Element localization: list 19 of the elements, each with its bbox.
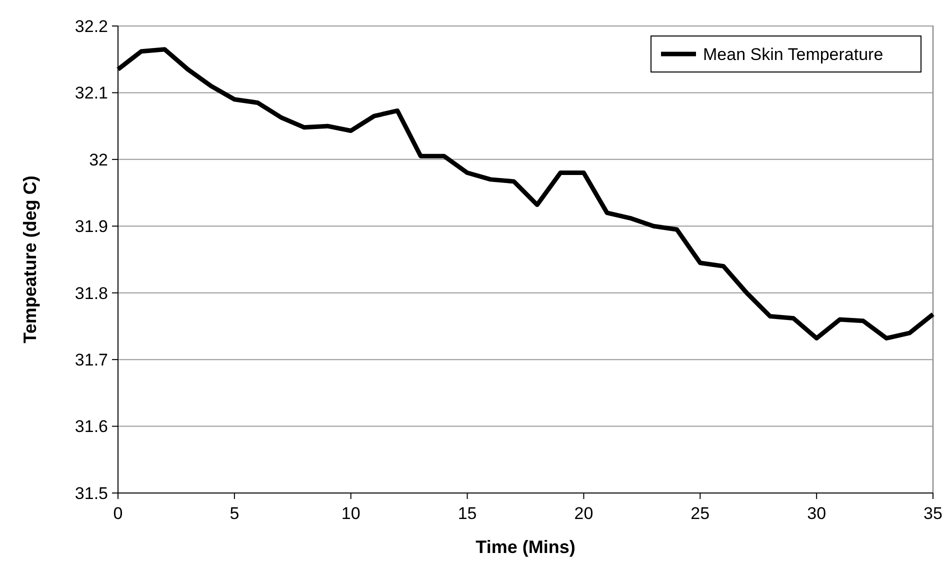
x-tick-label: 0 bbox=[113, 504, 123, 523]
x-tick-label: 15 bbox=[458, 504, 477, 523]
y-tick-label: 31.6 bbox=[74, 417, 108, 436]
y-tick-label: 31.7 bbox=[74, 350, 108, 370]
y-tick-label: 31.8 bbox=[74, 284, 108, 303]
x-tick-label: 5 bbox=[230, 504, 240, 523]
y-tick-label: 32 bbox=[89, 150, 108, 170]
x-tick-label: 20 bbox=[574, 504, 594, 523]
x-tick-label: 35 bbox=[924, 504, 942, 523]
legend-label: Mean Skin Temperature bbox=[703, 44, 884, 64]
y-tick-label: 32.2 bbox=[74, 16, 108, 36]
x-tick-label: 30 bbox=[807, 504, 826, 523]
y-axis-title: Tempeature (deg C) bbox=[20, 176, 40, 344]
y-tick-label: 31.5 bbox=[74, 484, 108, 503]
y-tick-label: 31.9 bbox=[74, 217, 108, 236]
x-tick-label: 10 bbox=[341, 504, 360, 523]
x-axis-title: Time (Mins) bbox=[476, 537, 576, 557]
y-tick-label: 32.1 bbox=[74, 84, 108, 103]
x-tick-label: 25 bbox=[690, 504, 710, 523]
